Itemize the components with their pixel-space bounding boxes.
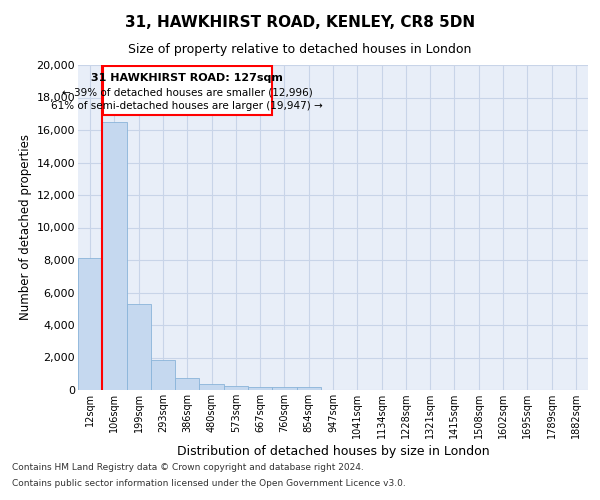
Bar (224, 386, 248, 390)
Bar (296, 387, 321, 390)
Text: 61% of semi-detached houses are larger (19,947) →: 61% of semi-detached houses are larger (… (52, 102, 323, 112)
Text: Size of property relative to detached houses in London: Size of property relative to detached ho… (128, 42, 472, 56)
Bar (248, 387, 272, 390)
Bar (272, 387, 296, 390)
Bar (199, 384, 224, 390)
Text: ← 39% of detached houses are smaller (12,996): ← 39% of detached houses are smaller (12… (62, 88, 313, 98)
Text: 31 HAWKHIRST ROAD: 127sqm: 31 HAWKHIRST ROAD: 127sqm (91, 72, 283, 83)
Bar (127, 304, 151, 390)
Y-axis label: Number of detached properties: Number of detached properties (19, 134, 32, 320)
FancyBboxPatch shape (103, 66, 272, 116)
Bar (151, 360, 175, 390)
Bar (78, 258, 102, 390)
X-axis label: Distribution of detached houses by size in London: Distribution of detached houses by size … (176, 445, 490, 458)
Text: 31, HAWKHIRST ROAD, KENLEY, CR8 5DN: 31, HAWKHIRST ROAD, KENLEY, CR8 5DN (125, 15, 475, 30)
Text: Contains public sector information licensed under the Open Government Licence v3: Contains public sector information licen… (12, 478, 406, 488)
Text: Contains HM Land Registry data © Crown copyright and database right 2024.: Contains HM Land Registry data © Crown c… (12, 464, 364, 472)
Bar (175, 378, 199, 390)
Bar (102, 122, 127, 390)
